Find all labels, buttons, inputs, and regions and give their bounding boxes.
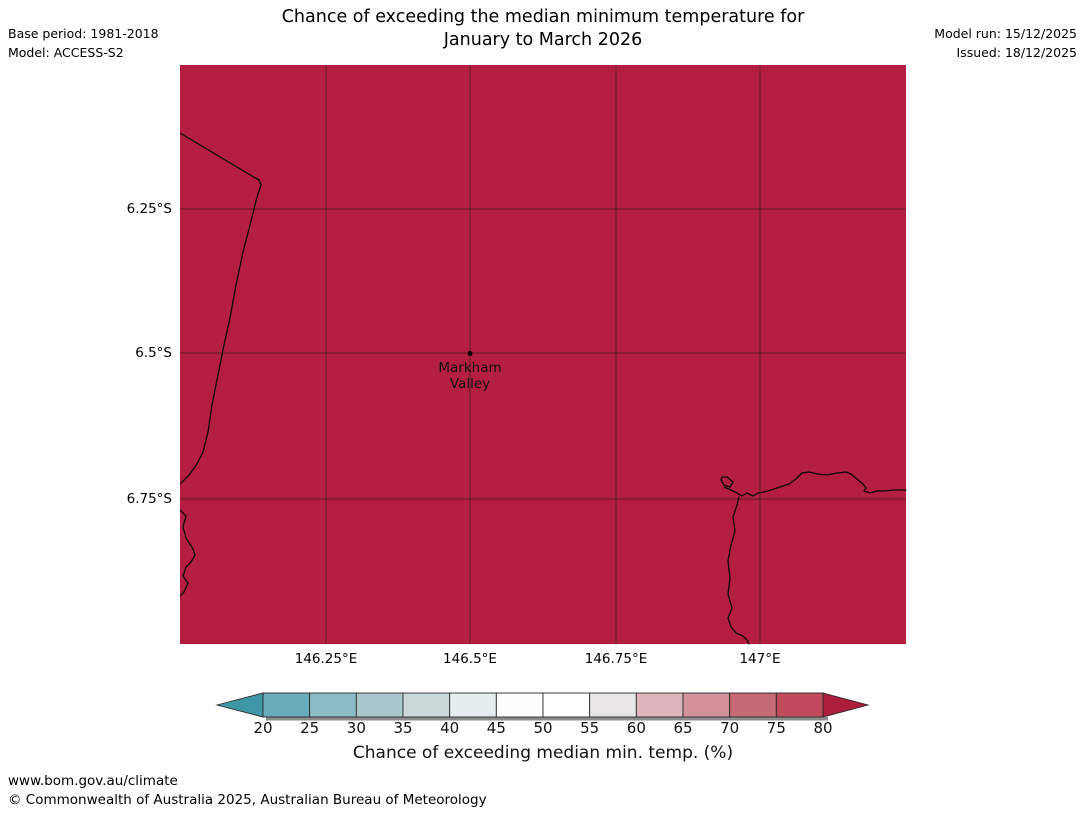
map-fill (180, 65, 906, 644)
model-text: Model: ACCESS-S2 (8, 45, 124, 60)
colorbar-left-arrow (215, 692, 264, 718)
lat-tick-label: 6.5°S (135, 345, 172, 361)
colorbar-segment (495, 692, 544, 718)
model-run-text: Model run: 15/12/2025 (934, 26, 1077, 41)
map-canvas: Markham Valley (180, 65, 907, 645)
colorbar-tick-label: 20 (253, 719, 273, 737)
colorbar-segment (402, 692, 451, 718)
location-label-line-2: Valley (450, 376, 490, 392)
lon-tick-label: 146.5°E (443, 651, 497, 667)
colorbar-segment (729, 692, 777, 718)
page-title: Chance of exceeding the median minimum t… (180, 6, 906, 52)
colorbar-tick-label: 80 (813, 719, 833, 737)
location-label-line-1: Markham (438, 360, 501, 376)
colorbar-segment (682, 692, 731, 718)
colorbar-tick-label: 55 (580, 719, 600, 737)
colorbar-segment (449, 692, 497, 718)
colorbar-segment (589, 692, 637, 718)
colorbar-segment (542, 692, 591, 718)
colorbar-segments (215, 692, 870, 718)
coastline-peninsula (720, 476, 734, 488)
lon-tick-label: 146.25°E (294, 651, 358, 667)
issued-text: Issued: 18/12/2025 (956, 45, 1078, 60)
colorbar-segment (355, 692, 404, 718)
colorbar-tick-label: 25 (300, 719, 320, 737)
colorbar-segment (262, 692, 311, 718)
website-url: www.bom.gov.au/climate (8, 773, 178, 789)
location-marker-dot (467, 351, 473, 356)
coastline-northwest (180, 132, 262, 485)
colorbar-shadow (266, 717, 828, 721)
lon-tick-label: 146.75°E (584, 651, 648, 667)
colorbar-tick-label: 40 (440, 719, 460, 737)
colorbar-tick-label: 45 (486, 719, 506, 737)
colorbar-segment (775, 692, 824, 718)
map-gridlines (180, 65, 906, 644)
coastline-huon-gulf-west (727, 496, 750, 645)
run-info: Model run: 15/12/2025 Issued: 18/12/2025 (934, 24, 1077, 62)
coastline-huon-gulf-north (723, 471, 907, 497)
colorbar-tick-label: 60 (626, 719, 646, 737)
colorbar-right-arrow (822, 692, 870, 718)
colorbar-tick-label: 50 (533, 719, 553, 737)
title-line-1: Chance of exceeding the median minimum t… (281, 7, 805, 27)
colorbar-tick-label: 30 (346, 719, 366, 737)
colorbar-segment (309, 692, 357, 718)
lon-tick-label: 147°E (739, 651, 781, 667)
lat-tick-label: 6.75°S (126, 491, 172, 507)
coastlines (180, 132, 907, 645)
colorbar-tick-label: 65 (673, 719, 693, 737)
colorbar-tick-label: 35 (393, 719, 413, 737)
model-info: Base period: 1981-2018 Model: ACCESS-S2 (8, 24, 159, 62)
colorbar-label: Chance of exceeding median min. temp. (%… (352, 743, 734, 763)
colorbar-tick-label: 70 (720, 719, 740, 737)
coastline-southwest (180, 509, 196, 597)
colorbar-segment (635, 692, 684, 718)
title-line-2: January to March 2026 (443, 30, 643, 50)
lat-tick-label: 6.25°S (126, 201, 172, 217)
colorbar-tick-label: 75 (766, 719, 786, 737)
base-period-text: Base period: 1981-2018 (8, 26, 159, 41)
copyright-text: © Commonwealth of Australia 2025, Austra… (8, 792, 487, 808)
